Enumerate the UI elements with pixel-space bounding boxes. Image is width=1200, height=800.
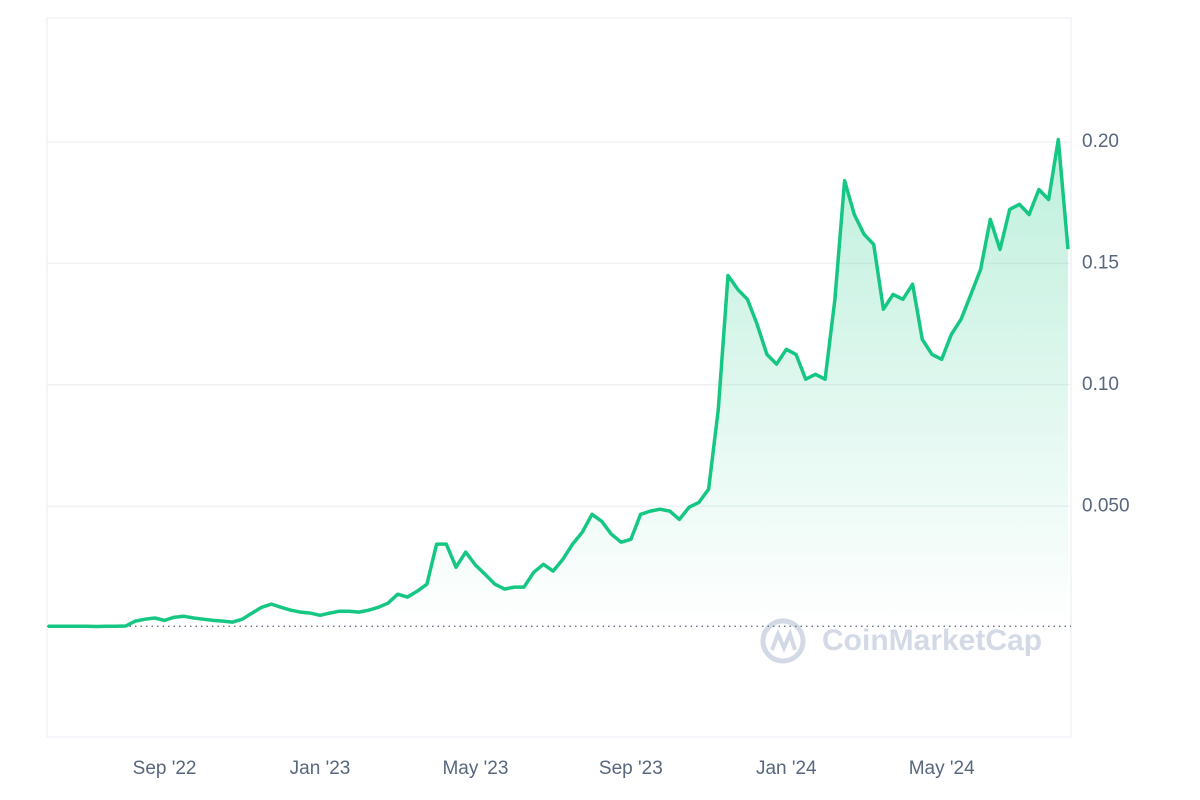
- y-tick-label: 0.20: [1082, 131, 1119, 152]
- x-tick-label: May '23: [442, 758, 508, 779]
- price-line: [48, 137, 1070, 629]
- x-tick-label: Sep '23: [599, 758, 663, 779]
- plot-frame: [46, 17, 1072, 738]
- x-tick-label: May '24: [909, 758, 975, 779]
- y-tick-label: 0.050: [1082, 495, 1130, 516]
- watermark-logo-mark: [770, 628, 797, 654]
- price-area: [48, 139, 1068, 628]
- x-tick-label: Jan '23: [290, 758, 351, 779]
- y-tick-label: 0.15: [1082, 252, 1119, 273]
- x-tick-label: Sep '22: [133, 758, 197, 779]
- y-tick-label: 0.10: [1082, 374, 1119, 395]
- x-tick-label: Jan '24: [756, 758, 817, 779]
- watermark: CoinMarketCap: [760, 618, 1042, 664]
- watermark-text: CoinMarketCap: [822, 624, 1042, 657]
